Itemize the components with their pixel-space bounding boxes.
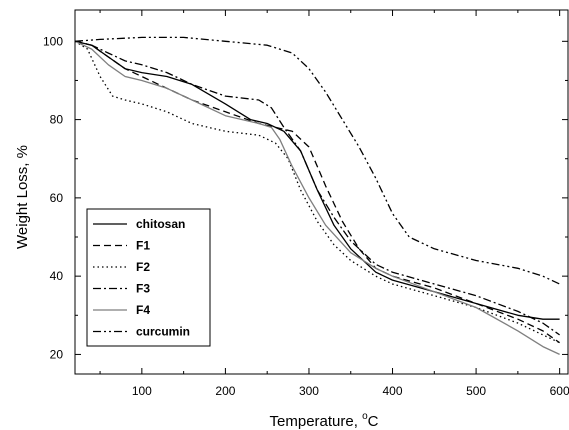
legend-label-f2: F2	[136, 260, 150, 274]
plot-frame	[74, 9, 569, 375]
y-tick-label: 60	[50, 191, 64, 205]
x-tick-label: 200	[215, 384, 235, 398]
x-tick-label: 500	[466, 384, 486, 398]
series-line-f2	[74, 40, 560, 344]
legend-label-f1: F1	[136, 239, 150, 253]
axes-layer: 100 200 300 400 500 600 20 40 60 80 100	[43, 9, 569, 398]
x-axis-title-unit: C	[368, 413, 379, 430]
series-line-f3	[74, 40, 560, 336]
legend-label-f3: F3	[136, 282, 150, 296]
legend-label-f4: F4	[136, 303, 150, 317]
legend-box	[86, 208, 211, 347]
y-axis-title: Weight Loss, %	[14, 145, 31, 249]
y-tick-label: 80	[50, 113, 64, 127]
x-tick-label: 400	[383, 384, 403, 398]
y-tick-label: 20	[50, 347, 64, 361]
series-layer	[74, 36, 560, 355]
series-line-chitosan	[74, 40, 560, 320]
series-line-f1	[74, 40, 560, 344]
x-tick-label: 100	[132, 384, 152, 398]
x-axis-title: Temperature, oC	[270, 411, 379, 430]
legend: chitosan F1 F2 F3 F4 curcumin	[86, 208, 211, 347]
x-tick-label: 600	[550, 384, 569, 398]
legend-label-chitosan: chitosan	[136, 217, 185, 231]
x-tick-label: 300	[299, 384, 319, 398]
series-line-f4	[74, 40, 560, 355]
x-axis-title-main: Temperature,	[270, 413, 363, 430]
y-tick-label: 40	[50, 269, 64, 283]
series-line-curcumin	[74, 36, 560, 285]
x-axis-title-superscript: o	[362, 411, 368, 422]
legend-label-curcumin: curcumin	[136, 325, 190, 339]
y-tick-label: 100	[43, 34, 63, 48]
